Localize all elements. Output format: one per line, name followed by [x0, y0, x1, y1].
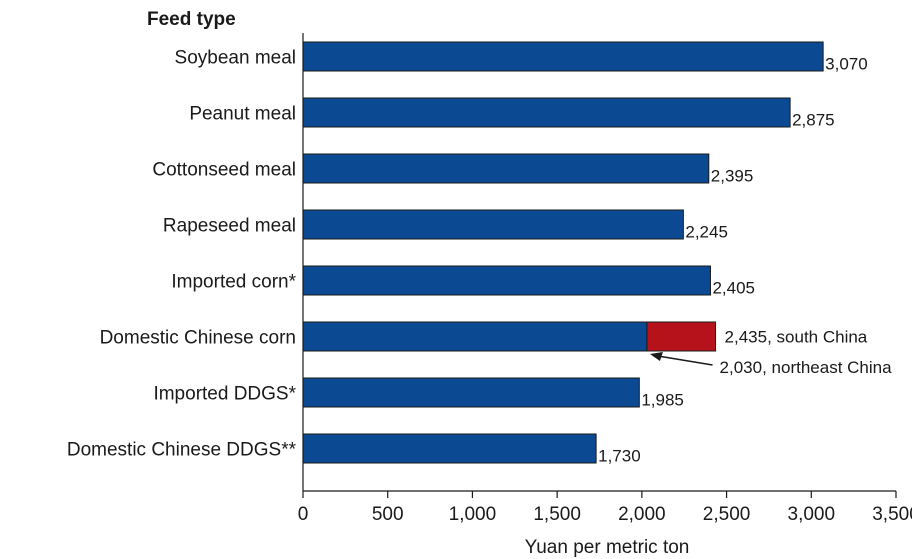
value-label: 2,245: [685, 223, 728, 242]
bar: [302, 41, 824, 72]
northeast-china-label: 2,030, northeast China: [720, 358, 893, 377]
bar: [302, 97, 791, 128]
annotations: 2,435, south China 2,030, northeast China: [649, 328, 893, 377]
x-axis-title: Yuan per metric ton: [525, 537, 690, 558]
x-ticks: 0 500 1,000 1,500 2,000 2,500 3,000 3,500: [298, 491, 912, 525]
x-tick-label: 1,500: [533, 504, 581, 525]
bar: [302, 209, 684, 240]
value-label: 2,405: [712, 279, 755, 298]
x-tick-label: 0: [298, 504, 309, 525]
annotation-arrow-line: [657, 355, 713, 366]
value-label: 1,730: [598, 447, 641, 466]
category-header: Feed type: [147, 9, 236, 30]
bar: [302, 265, 711, 296]
value-label: 1,985: [641, 391, 684, 410]
x-tick-label: 2,000: [618, 504, 666, 525]
bars-group: [302, 41, 824, 464]
x-tick-label: 2,500: [703, 504, 751, 525]
category-label: Imported DDGS*: [153, 384, 296, 405]
value-label: 2,395: [711, 167, 754, 186]
x-tick-label: 1,000: [449, 504, 497, 525]
annotation-arrowhead: [649, 352, 663, 361]
category-labels: Soybean meal Peanut meal Cottonseed meal Ra…: [67, 48, 297, 461]
x-tick-label: 3,000: [788, 504, 836, 525]
x-tick-label: 500: [372, 504, 404, 525]
x-tick-label: 3,500: [872, 504, 912, 525]
category-label: Soybean meal: [175, 48, 296, 69]
bar: [302, 377, 640, 408]
south-china-label: 2,435, south China: [725, 328, 868, 347]
bar: [302, 153, 710, 184]
bar: [302, 321, 648, 352]
value-labels: 3,070 2,875 2,395 2,245 2,405 1,985 1,730: [598, 55, 868, 466]
value-label: 2,875: [792, 111, 835, 130]
category-label: Cottonseed meal: [152, 160, 296, 181]
bar-south-china-extension: [646, 321, 717, 352]
category-label: Domestic Chinese corn: [100, 328, 296, 349]
value-label: 3,070: [825, 55, 868, 74]
category-label: Imported corn*: [171, 272, 296, 293]
category-label: Rapeseed meal: [163, 216, 296, 237]
category-label: Peanut meal: [189, 104, 296, 125]
category-label: Domestic Chinese DDGS**: [67, 440, 297, 461]
bar: [302, 433, 597, 464]
